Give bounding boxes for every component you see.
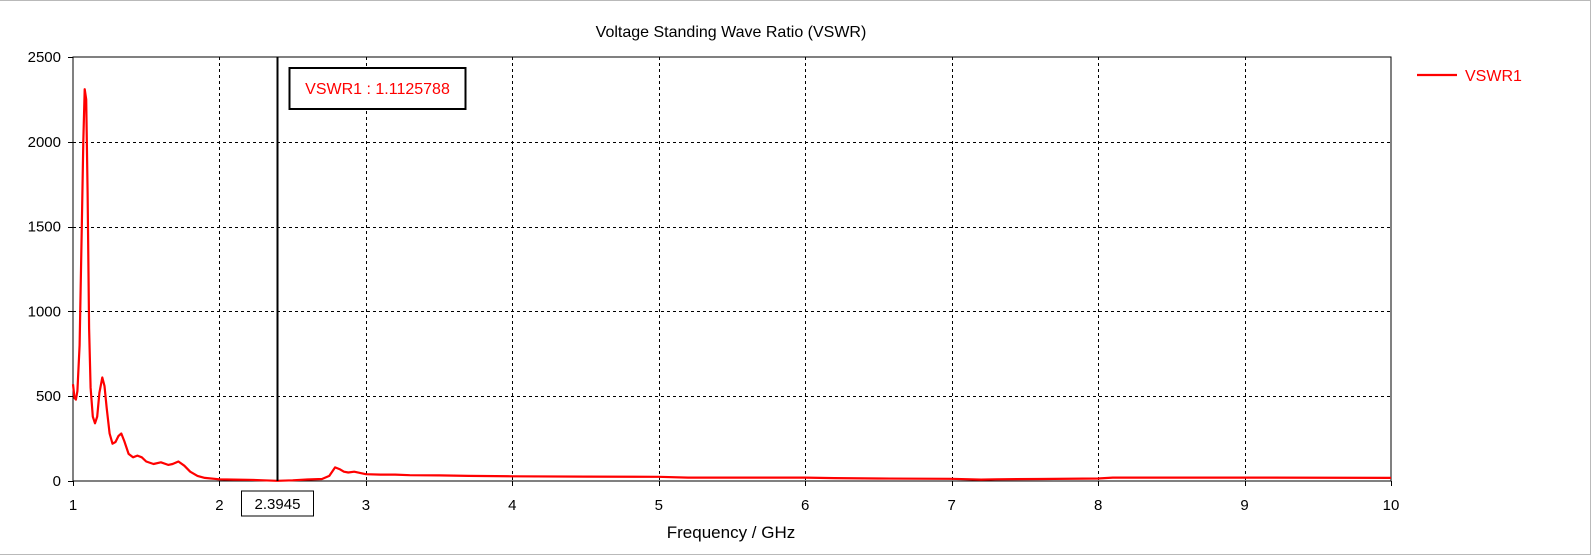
legend[interactable]: VSWR1: [1417, 68, 1522, 85]
x-tick-label: 6: [801, 497, 809, 514]
x-tick-label: 5: [655, 497, 663, 514]
x-tick-label: 1: [69, 497, 77, 514]
chart-title: Voltage Standing Wave Ratio (VSWR): [596, 24, 867, 41]
grid-layer: [73, 57, 1391, 481]
legend-label: VSWR1: [1465, 68, 1522, 85]
y-tick-label: 0: [53, 473, 61, 490]
x-tick-label: 9: [1240, 497, 1248, 514]
x-tick-label: 4: [508, 497, 516, 514]
x-tick-label: 2: [215, 497, 223, 514]
y-tick-label: 500: [36, 388, 61, 405]
y-tick-label: 1500: [28, 219, 61, 236]
y-tick-label: 1000: [28, 303, 61, 320]
x-axis-title: Frequency / GHz: [667, 523, 796, 542]
series-line-vswr1: [71, 88, 1392, 482]
marker-x-label: 2.3945: [255, 496, 301, 513]
marker-layer: 2.3945 VSWR1 : 1.1125788: [241, 57, 467, 517]
y-tick-label: 2500: [28, 49, 61, 66]
x-tick-label: 8: [1094, 497, 1102, 514]
tick-layer: 1 2 3 4 5 6 7 8 9 10 0 500 1000 1500 2000 2500: [28, 49, 1400, 514]
y-tick-label: 2000: [28, 134, 61, 151]
x-tick-label: 10: [1383, 497, 1400, 514]
series-layer: [71, 88, 1392, 482]
marker-annotation-box: [288, 67, 467, 110]
x-tick-label: 3: [362, 497, 370, 514]
marker-x-box: [241, 490, 314, 517]
marker-annotation-label: VSWR1 : 1.1125788: [305, 81, 450, 98]
plot-area: [72, 56, 1392, 482]
x-tick-label: 7: [947, 497, 955, 514]
